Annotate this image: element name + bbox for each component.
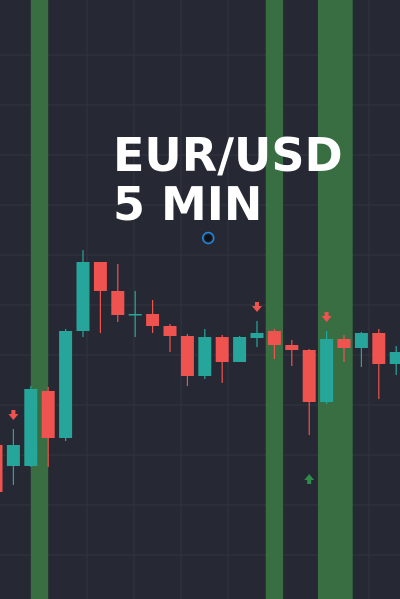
candle — [41, 387, 55, 467]
marker-dot — [204, 234, 212, 242]
candle — [285, 340, 299, 366]
candle-body — [198, 337, 212, 376]
candle — [389, 346, 400, 375]
candle-body — [59, 331, 73, 438]
candle — [198, 329, 212, 379]
candles — [0, 250, 400, 492]
arrow-down-icon — [321, 312, 332, 322]
signal-arrows — [8, 302, 332, 484]
candle-body — [215, 337, 229, 362]
candle — [354, 332, 368, 367]
arrow-down-icon — [252, 302, 262, 312]
candle — [320, 331, 334, 404]
candle-body — [354, 333, 368, 348]
candle — [337, 335, 351, 362]
candle-body — [389, 352, 400, 364]
arrow-up-icon — [304, 474, 315, 484]
candle-body — [24, 389, 38, 466]
candle — [6, 429, 20, 485]
candle — [128, 291, 142, 337]
candle-body — [128, 314, 142, 316]
candle — [93, 262, 107, 333]
candle-body — [111, 291, 125, 315]
highlight-band — [30, 0, 49, 599]
candle-body — [41, 391, 55, 438]
candle-body — [285, 345, 299, 350]
candle-body — [93, 262, 107, 291]
crosshair-marker — [202, 231, 215, 245]
marker-ring — [202, 231, 215, 245]
candle — [146, 300, 160, 333]
candle-body — [76, 262, 90, 331]
candle-body — [302, 350, 316, 402]
candle-body — [320, 339, 334, 402]
candle — [302, 349, 316, 435]
candle-body — [146, 314, 160, 326]
candle — [250, 321, 264, 347]
candle-body — [372, 333, 386, 364]
candle-body — [163, 326, 177, 336]
candle — [0, 445, 3, 492]
candle — [372, 329, 386, 399]
candle — [24, 386, 38, 467]
candle — [76, 250, 90, 337]
highlight-band — [317, 0, 353, 599]
candle-body — [0, 445, 3, 492]
candle — [59, 329, 73, 441]
candle-body — [267, 331, 281, 345]
candle-body — [250, 333, 264, 338]
candle — [111, 264, 125, 322]
candle — [215, 335, 229, 383]
candle — [180, 334, 194, 386]
candle — [267, 329, 281, 359]
candle-body — [233, 337, 247, 362]
highlight-band — [265, 0, 284, 599]
candle-body — [337, 339, 351, 348]
chart-title-timeframe: 5 MIN — [113, 177, 262, 231]
chart-title-pair: EUR/USD — [113, 128, 343, 182]
arrow-down-icon — [8, 410, 19, 420]
candle — [163, 324, 177, 352]
candle-body — [180, 336, 194, 376]
candle — [233, 336, 247, 362]
candle-body — [6, 445, 20, 466]
